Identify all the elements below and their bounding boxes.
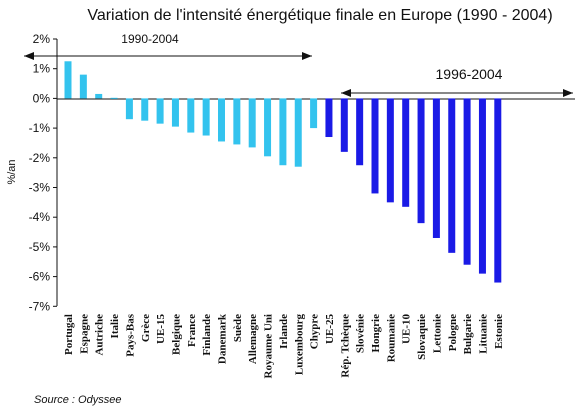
x-tick-label: Roumanie: [385, 314, 397, 362]
bar-su-de: [233, 98, 241, 145]
bar-slov-nie: [356, 98, 364, 166]
bar-allemagne: [248, 98, 256, 148]
bar-ue-10: [402, 98, 410, 207]
y-tick-label: -7%: [29, 299, 51, 313]
bar-lituanie: [478, 98, 486, 274]
period2-arrow-right-icon: [563, 89, 573, 97]
x-tick-label: Pays-Bas: [124, 313, 136, 357]
x-tick-label: Chypre: [309, 314, 321, 349]
y-tick-label: -5%: [29, 240, 51, 254]
period1-arrow-left-icon: [24, 52, 34, 60]
bar-slovaquie: [417, 98, 425, 224]
bar-italie: [110, 97, 118, 99]
y-tick-label: -6%: [29, 270, 51, 284]
y-tick-label: 0%: [33, 91, 51, 105]
bar-danemark: [218, 98, 225, 142]
bar-bulgarie: [463, 98, 471, 265]
x-tick-label: Suède: [232, 314, 244, 342]
bars: [64, 61, 502, 283]
y-tick-label: -1%: [29, 121, 51, 135]
x-tick-label: Irlande: [278, 314, 290, 349]
bar-lettonie: [432, 98, 440, 238]
bar-belgique: [171, 98, 179, 127]
x-tick-label: Royaume Uni: [263, 314, 275, 378]
x-tick-label: Hongrie: [370, 314, 382, 353]
x-tick-label: UE-10: [401, 314, 413, 344]
x-tick-label: Autriche: [94, 314, 106, 356]
bar-hongrie: [371, 98, 379, 194]
bar-gr-ce: [141, 98, 149, 121]
x-tick-label: UE-15: [155, 314, 167, 344]
bar-irlande: [279, 98, 287, 166]
y-tick-label: -4%: [29, 210, 51, 224]
bar-ue-15: [156, 98, 164, 124]
x-tick-label: Bulgarie: [462, 314, 474, 354]
x-tick-label: Italie: [109, 314, 121, 339]
x-tick-label: Slovaquie: [416, 314, 428, 360]
x-tick-label: Finlande: [201, 314, 213, 356]
period2-label: 1996-2004: [436, 66, 503, 82]
bar-roumanie: [386, 98, 394, 203]
x-tick-label: Slovénie: [355, 314, 367, 353]
x-tick-label: France: [186, 314, 198, 347]
x-tick-label: Grèce: [140, 314, 152, 342]
period2-arrow-left-icon: [341, 89, 351, 97]
period-1996-2004: 1996-2004: [341, 66, 573, 97]
x-tick-label: Lettonie: [431, 314, 443, 353]
y-tick-label: -2%: [29, 151, 51, 165]
x-tick-label: UE-25: [324, 314, 336, 344]
period1-label: 1990-2004: [121, 32, 179, 46]
chart-title: Variation de l'intensité énergétique fin…: [87, 7, 552, 24]
x-axis-labels: Portugal Espagne Autriche Italie Pays-Bas Grè…: [63, 313, 505, 378]
x-tick-label: Portugal: [63, 314, 75, 355]
bar-ue-25: [325, 98, 333, 138]
x-tick-label: Pologne: [447, 314, 459, 351]
x-tick-label: Danemark: [217, 313, 229, 364]
bar-r-p-tch-que: [340, 98, 348, 152]
bar-pologne: [448, 98, 456, 253]
y-tick-label: 2%: [33, 32, 51, 46]
bar-portugal: [64, 61, 72, 99]
bar-chypre: [310, 98, 318, 129]
y-axis-label: %/an: [6, 159, 18, 184]
x-tick-label: Belgique: [170, 314, 182, 355]
bar-luxembourg: [294, 98, 302, 167]
source-note: Source : Odyssee: [34, 394, 121, 406]
x-tick-label: Allemagne: [247, 314, 259, 364]
bar-estonie: [494, 98, 502, 283]
bar-france: [187, 98, 195, 133]
y-tick-label: 1%: [33, 62, 51, 76]
x-tick-label: Espagne: [78, 314, 90, 354]
bar-pays-bas: [125, 98, 133, 120]
bar-finlande: [202, 98, 210, 136]
x-tick-label: Estonie: [493, 314, 505, 349]
bar-espagne: [79, 74, 87, 99]
bar-autriche: [95, 93, 103, 99]
x-tick-label: Lituanie: [477, 314, 489, 354]
y-axis: 2% 1% 0% -1% -2% -3% -4% -5% -6% -7%: [29, 32, 57, 313]
x-tick-label: Rép. Tchèque: [339, 314, 351, 378]
period1-arrow-right-icon: [302, 52, 312, 60]
x-tick-label: Luxembourg: [293, 314, 305, 376]
y-tick-label: -3%: [29, 181, 51, 195]
bar-royaume-uni: [264, 98, 272, 157]
period-1990-2004: 1990-2004: [24, 32, 312, 60]
